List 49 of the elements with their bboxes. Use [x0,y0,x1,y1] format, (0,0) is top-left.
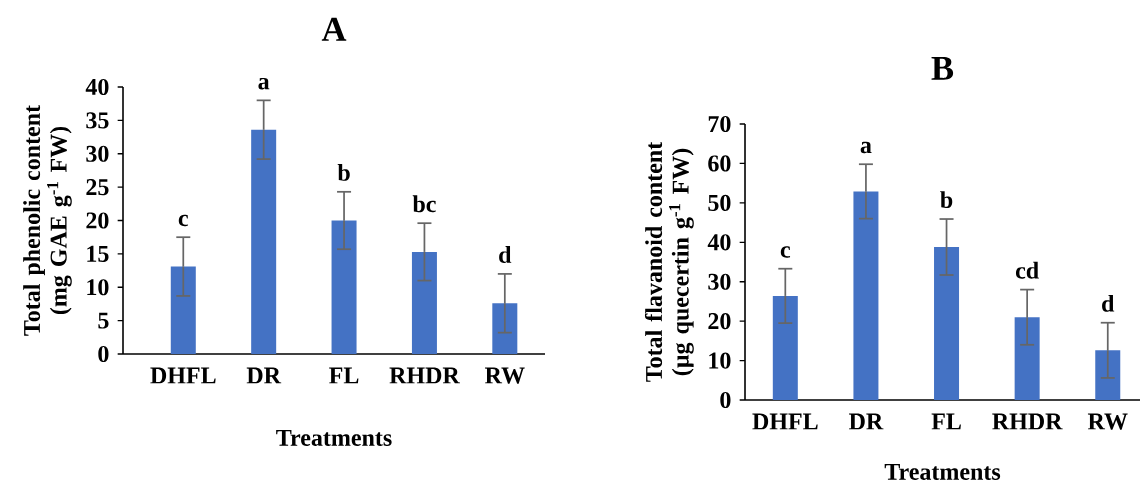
chart-title: A [321,17,347,41]
y-tick-label: 70 [708,115,731,133]
x-tick-label: RW [484,367,525,384]
bar [170,266,196,354]
y-tick-label: 30 [708,273,731,290]
bar [853,191,879,400]
x-tick-label: FL [931,413,961,430]
y-tick-label: 20 [86,212,109,229]
bar [1014,317,1040,400]
x-tick-label: RHDR [389,367,460,384]
annotation: d [1102,294,1115,312]
x-tick-label: FL [329,367,359,384]
annotation: c [178,214,189,227]
annotation: cd [1015,261,1039,279]
chart-title: B [931,56,954,80]
bar [251,129,277,354]
annotation: bc [412,195,436,213]
bar [772,295,798,400]
bar [934,247,960,400]
y-tick-label: 5 [98,312,109,329]
y-tick-label: 40 [85,78,109,96]
y-tick-label: 25 [86,179,109,196]
y-tick-label: 0 [720,391,731,409]
x-tick-label: DHFL [752,413,818,430]
annotation: b [940,191,953,209]
x-tick-label: DHFL [150,367,216,384]
y-tick-label: 60 [708,155,731,172]
annotation: a [258,77,270,90]
y-tick-label: 20 [708,313,731,330]
y-tick-label: 50 [708,194,731,211]
bar [411,251,437,354]
x-tick-label: RHDR [992,413,1063,430]
x-axis-title: Treatments [276,429,392,446]
x-tick-label: RW [1087,413,1128,430]
x-tick-label: DR [849,413,884,430]
bar [331,220,357,354]
annotation: c [780,246,791,258]
annotation: b [337,163,350,181]
y-tick-label: 40 [707,234,731,251]
x-axis-title: Treatments [884,463,1001,480]
y-tick-label: 10 [709,352,731,369]
annotation: a [860,141,872,154]
y-tick-label: 10 [87,279,109,296]
y-tick-label: 15 [87,245,109,262]
x-tick-label: DR [246,367,282,384]
annotation: d [499,246,512,263]
y-tick-label: 30 [86,145,109,162]
y-tick-label: 0 [98,345,109,363]
y-tick-label: 35 [86,112,109,129]
